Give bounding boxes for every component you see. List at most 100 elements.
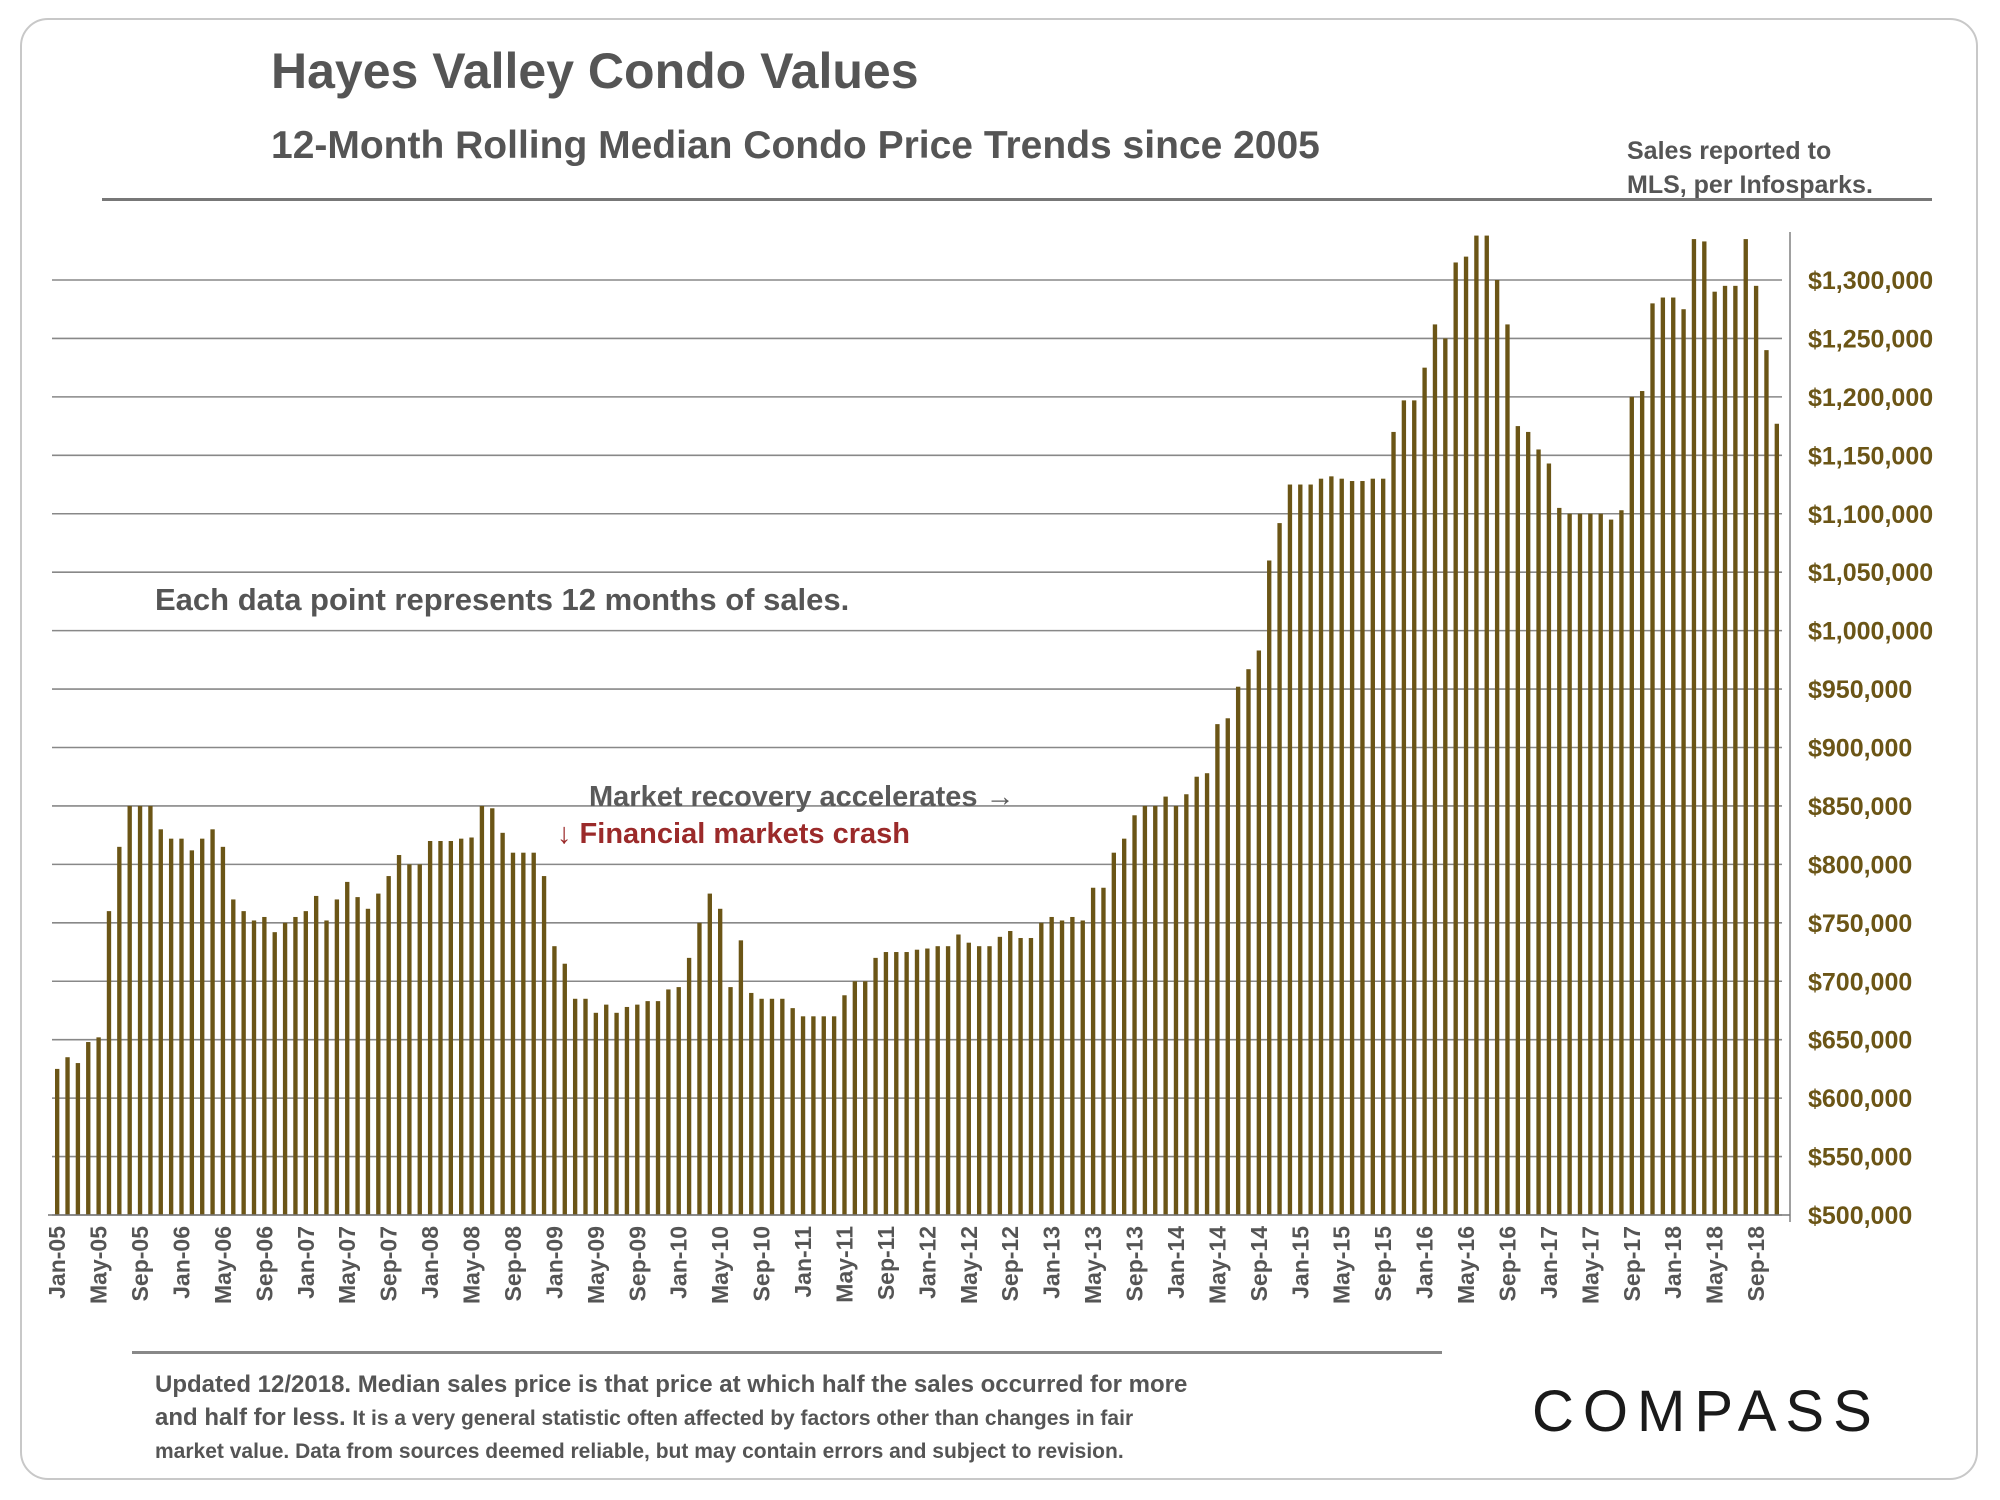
bar <box>231 899 236 1215</box>
bar <box>531 852 536 1215</box>
bar <box>251 920 257 1215</box>
bar <box>220 846 226 1215</box>
x-tick-label: May-05 <box>86 1226 112 1304</box>
bar <box>1246 669 1251 1215</box>
x-tick-label: May-17 <box>1577 1226 1603 1304</box>
bar <box>935 946 940 1215</box>
bar <box>1733 285 1738 1215</box>
x-tick-label: Jan-18 <box>1660 1226 1686 1299</box>
bar <box>137 805 143 1215</box>
bar <box>1453 262 1458 1215</box>
bar <box>769 998 775 1215</box>
bar <box>1722 285 1728 1215</box>
bar <box>1267 560 1272 1215</box>
footer-line-1: Updated 12/2018. Median sales price is t… <box>155 1371 1188 1398</box>
bar <box>1536 449 1541 1215</box>
bar <box>1184 794 1189 1215</box>
bar <box>1619 510 1624 1215</box>
bar <box>262 916 267 1215</box>
bar <box>1764 350 1769 1215</box>
x-tick-label: Jan-10 <box>666 1226 692 1299</box>
bar <box>168 838 174 1215</box>
bar <box>1215 724 1220 1215</box>
bar <box>303 911 308 1215</box>
x-tick-label: May-10 <box>707 1226 733 1304</box>
bar <box>811 1016 816 1215</box>
x-tick-label: Sep-16 <box>1494 1226 1520 1301</box>
x-tick-label: Jan-07 <box>293 1226 319 1299</box>
bar <box>500 832 505 1215</box>
bar <box>1598 513 1603 1215</box>
bar <box>1681 309 1686 1215</box>
bar <box>1380 478 1386 1215</box>
bar <box>645 1001 650 1215</box>
bar <box>1743 239 1748 1215</box>
bar <box>562 963 567 1215</box>
bar <box>313 895 319 1215</box>
bar <box>1101 887 1106 1215</box>
annotation-financial-crash: ↓ Financial markets crash <box>557 818 910 850</box>
chart-subtitle: 12-Month Rolling Median Condo Price Tren… <box>271 124 1320 167</box>
bar <box>552 946 557 1215</box>
bar <box>117 846 122 1215</box>
bar <box>1163 796 1168 1215</box>
bar <box>1329 476 1334 1216</box>
footer-line-2a: and half for less. <box>155 1404 346 1431</box>
y-tick-label: $1,300,000 <box>1808 267 1933 295</box>
bar <box>55 1068 60 1215</box>
bar <box>127 805 132 1215</box>
bar <box>863 981 868 1215</box>
x-tick-label: Jan-16 <box>1412 1226 1438 1299</box>
bar <box>521 852 526 1215</box>
bar <box>987 946 992 1215</box>
x-tick-label: May-14 <box>1204 1226 1230 1304</box>
bar <box>75 1063 81 1215</box>
x-tick-label: Sep-05 <box>127 1226 153 1302</box>
title-divider <box>102 198 1932 201</box>
chart-title: Hayes Valley Condo Values <box>271 43 919 99</box>
bar <box>86 1042 91 1215</box>
y-tick-label: $1,000,000 <box>1808 618 1933 646</box>
bar <box>1712 291 1717 1215</box>
bar <box>738 940 744 1215</box>
bar <box>1080 920 1085 1215</box>
bar <box>1039 922 1044 1215</box>
bar <box>1753 285 1759 1215</box>
bar <box>780 998 785 1215</box>
y-tick-label: $700,000 <box>1808 968 1912 996</box>
bar <box>593 1012 599 1215</box>
x-tick-label: May-15 <box>1329 1226 1355 1304</box>
bar <box>1090 887 1096 1215</box>
footer-disclaimer: Updated 12/2018. Median sales price is t… <box>155 1368 1380 1468</box>
bar <box>365 908 371 1215</box>
bar <box>1318 478 1324 1215</box>
bar <box>852 981 858 1215</box>
source-note: Sales reported to MLS, per Infosparks. <box>1627 134 1873 202</box>
x-tick-label: Sep-18 <box>1743 1226 1769 1302</box>
bar <box>1277 523 1282 1215</box>
bar <box>945 946 951 1215</box>
bar <box>1557 507 1562 1215</box>
bar <box>1308 484 1313 1215</box>
bar <box>1287 484 1293 1215</box>
bar <box>707 893 712 1215</box>
x-tick-label: Jan-15 <box>1287 1226 1313 1299</box>
bar <box>96 1037 101 1215</box>
bar <box>831 1016 837 1215</box>
bar <box>1018 938 1023 1215</box>
bar <box>324 920 329 1215</box>
x-tick-label: Sep-08 <box>500 1226 526 1302</box>
bar <box>1608 519 1614 1215</box>
bar <box>883 952 889 1215</box>
x-tick-label: Sep-06 <box>251 1226 277 1301</box>
bar <box>355 897 360 1215</box>
bar <box>1111 852 1117 1215</box>
bar <box>1298 484 1303 1215</box>
y-tick-label: $950,000 <box>1808 676 1912 704</box>
x-tick-label: May-12 <box>956 1226 982 1304</box>
bar <box>334 899 340 1215</box>
bar <box>759 998 764 1215</box>
bar <box>200 838 205 1215</box>
x-tick-label: Jan-09 <box>541 1226 567 1299</box>
